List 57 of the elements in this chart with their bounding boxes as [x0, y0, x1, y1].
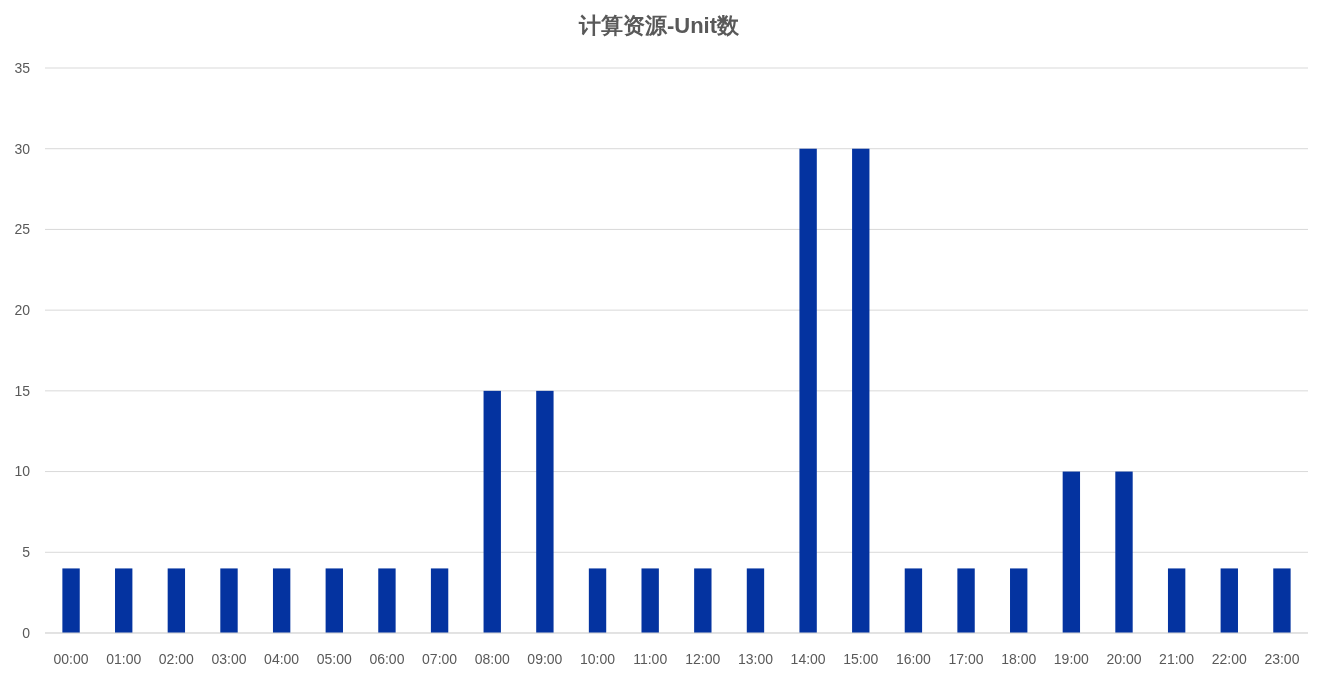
x-tick-label: 14:00 — [790, 651, 826, 667]
x-tick-label: 07:00 — [422, 651, 458, 667]
x-tick-label: 15:00 — [843, 651, 879, 667]
bar — [904, 568, 923, 633]
y-tick-label: 35 — [14, 59, 31, 76]
bar — [325, 568, 343, 633]
bar — [1167, 568, 1186, 633]
y-tick-label: 0 — [22, 624, 31, 641]
x-tick-label: 19:00 — [1053, 651, 1090, 667]
x-tick-label: 02:00 — [158, 651, 195, 667]
x-tick-label: 16:00 — [895, 651, 932, 667]
y-tick-label: 5 — [22, 544, 31, 561]
x-tick-label: 23:00 — [1264, 651, 1300, 667]
bar — [799, 148, 817, 633]
x-tick-label: 11:00 — [633, 651, 668, 667]
x-tick-label: 10:00 — [580, 651, 616, 667]
x-tick-label: 04:00 — [264, 651, 300, 667]
x-tick-label: 05:00 — [316, 651, 353, 667]
x-tick-label: 01:00 — [106, 651, 142, 667]
bar — [430, 568, 449, 633]
bar — [1010, 568, 1028, 633]
chart-title: 计算资源-Unit数 — [577, 13, 741, 38]
bar — [694, 568, 712, 633]
x-tick-label: 22:00 — [1211, 651, 1248, 667]
bar — [115, 568, 133, 633]
y-tick-label: 20 — [14, 302, 31, 319]
x-tick-label: 00:00 — [53, 651, 89, 667]
bar — [957, 568, 975, 633]
bar — [536, 390, 554, 633]
x-tick-label: 12:00 — [685, 651, 721, 667]
bar — [1062, 471, 1081, 633]
bar — [378, 568, 396, 633]
bar — [272, 568, 291, 633]
bar — [746, 568, 765, 633]
y-tick-label: 10 — [14, 463, 31, 480]
x-tick-label: 06:00 — [369, 651, 405, 667]
bar — [483, 390, 501, 633]
bar — [1220, 568, 1238, 633]
bar — [167, 568, 186, 633]
bar — [588, 568, 607, 633]
y-tick-label: 25 — [14, 221, 31, 238]
x-tick-label: 03:00 — [211, 651, 247, 667]
bar — [641, 568, 659, 633]
x-tick-label: 13:00 — [737, 651, 774, 667]
bar — [62, 568, 80, 633]
x-tick-label: 18:00 — [1001, 651, 1037, 667]
x-tick-label: 09:00 — [527, 651, 563, 667]
x-tick-label: 20:00 — [1106, 651, 1142, 667]
bar — [1273, 568, 1291, 633]
y-tick-label: 30 — [14, 140, 31, 157]
x-tick-label: 08:00 — [474, 651, 510, 667]
bar — [1115, 471, 1133, 633]
bar — [852, 148, 870, 633]
x-tick-label: 17:00 — [948, 651, 984, 667]
bar — [220, 568, 238, 633]
y-tick-label: 15 — [14, 382, 31, 399]
x-tick-label: 21:00 — [1159, 651, 1195, 667]
